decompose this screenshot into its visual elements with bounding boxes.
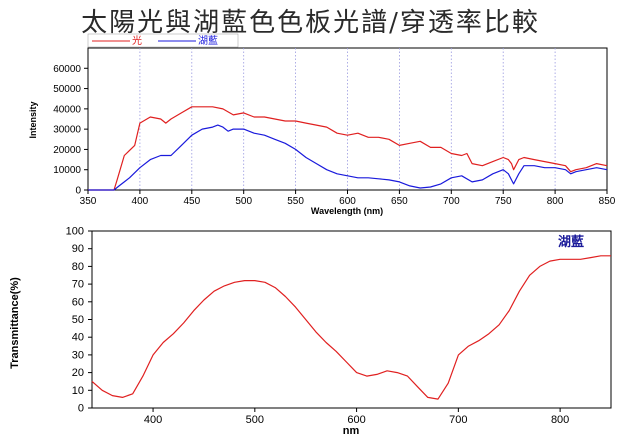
x-tick-label: 550 (287, 196, 304, 207)
y-tick-label: 20 (72, 367, 84, 379)
transmittance-ticks: 400 500 600 700 800 0 10 20 30 40 50 60 70 80 90 100 (66, 226, 570, 427)
slide-title: 太陽光與湖藍色色板光譜/穿透率比較 (81, 8, 540, 38)
x-tick-label: 850 (599, 196, 616, 207)
x-tick-label: 350 (80, 196, 97, 207)
transmittance-x-label: nm (343, 425, 360, 437)
intensity-legend: 光 湖藍 (87, 33, 239, 48)
x-tick-label: 500 (246, 414, 264, 426)
legend-label-sun: 光 (132, 34, 142, 47)
x-tick-label: 500 (235, 196, 252, 207)
y-tick-label: 100 (66, 226, 84, 238)
y-tick-label: 40000 (53, 104, 81, 115)
y-tick-label: 60 (72, 296, 84, 308)
transmittance-annotation: 湖藍 (558, 234, 584, 250)
y-tick-label: 10 (72, 385, 84, 397)
series-line-0 (88, 106, 608, 191)
x-tick-label: 700 (443, 196, 460, 207)
x-tick-label: 750 (495, 196, 512, 207)
legend-label-lakeblue: 湖藍 (198, 34, 218, 47)
x-tick-label: 800 (551, 414, 569, 426)
y-tick-label: 40 (72, 332, 84, 344)
y-tick-label: 80 (72, 261, 84, 273)
intensity-ticks: 350 400 450 500 550 600 650 700 750 800 850 0 10000 2… (53, 64, 616, 207)
y-tick-label: 20000 (53, 145, 81, 156)
intensity-grid (139, 48, 556, 190)
intensity-chart: 350 400 450 500 550 600 650 700 750 800 850 0 10000 2… (28, 33, 616, 216)
y-tick-label: 10000 (53, 165, 81, 176)
transmittance-plot-frame (91, 230, 612, 409)
y-tick-label: 0 (78, 403, 84, 415)
transmittance-y-label: Transmittance(%) (9, 277, 21, 369)
series-line-0 (91, 255, 611, 400)
y-tick-label: 0 (75, 186, 81, 197)
transmittance-chart: 400 500 600 700 800 0 10 20 30 40 50 60 70 80 90 100 湖藍… (9, 226, 612, 437)
y-tick-label: 30 (72, 349, 84, 361)
y-tick-label: 30000 (53, 125, 81, 136)
x-tick-label: 400 (132, 196, 149, 207)
intensity-y-label: Intensity (28, 101, 38, 138)
y-tick-label: 50 (72, 314, 84, 326)
x-tick-label: 600 (347, 414, 365, 426)
x-tick-label: 700 (449, 414, 467, 426)
transmittance-series (91, 255, 611, 400)
y-tick-label: 90 (72, 243, 84, 255)
x-tick-label: 400 (144, 414, 162, 426)
x-tick-label: 650 (391, 196, 408, 207)
y-tick-label: 60000 (53, 64, 81, 75)
series-line-1 (88, 124, 608, 191)
x-tick-label: 800 (547, 196, 564, 207)
x-tick-label: 450 (183, 196, 200, 207)
intensity-x-label: Wavelength (nm) (311, 206, 383, 216)
y-tick-label: 70 (72, 279, 84, 291)
intensity-series (88, 106, 608, 191)
x-tick-label: 600 (339, 196, 356, 207)
y-tick-label: 50000 (53, 84, 81, 95)
